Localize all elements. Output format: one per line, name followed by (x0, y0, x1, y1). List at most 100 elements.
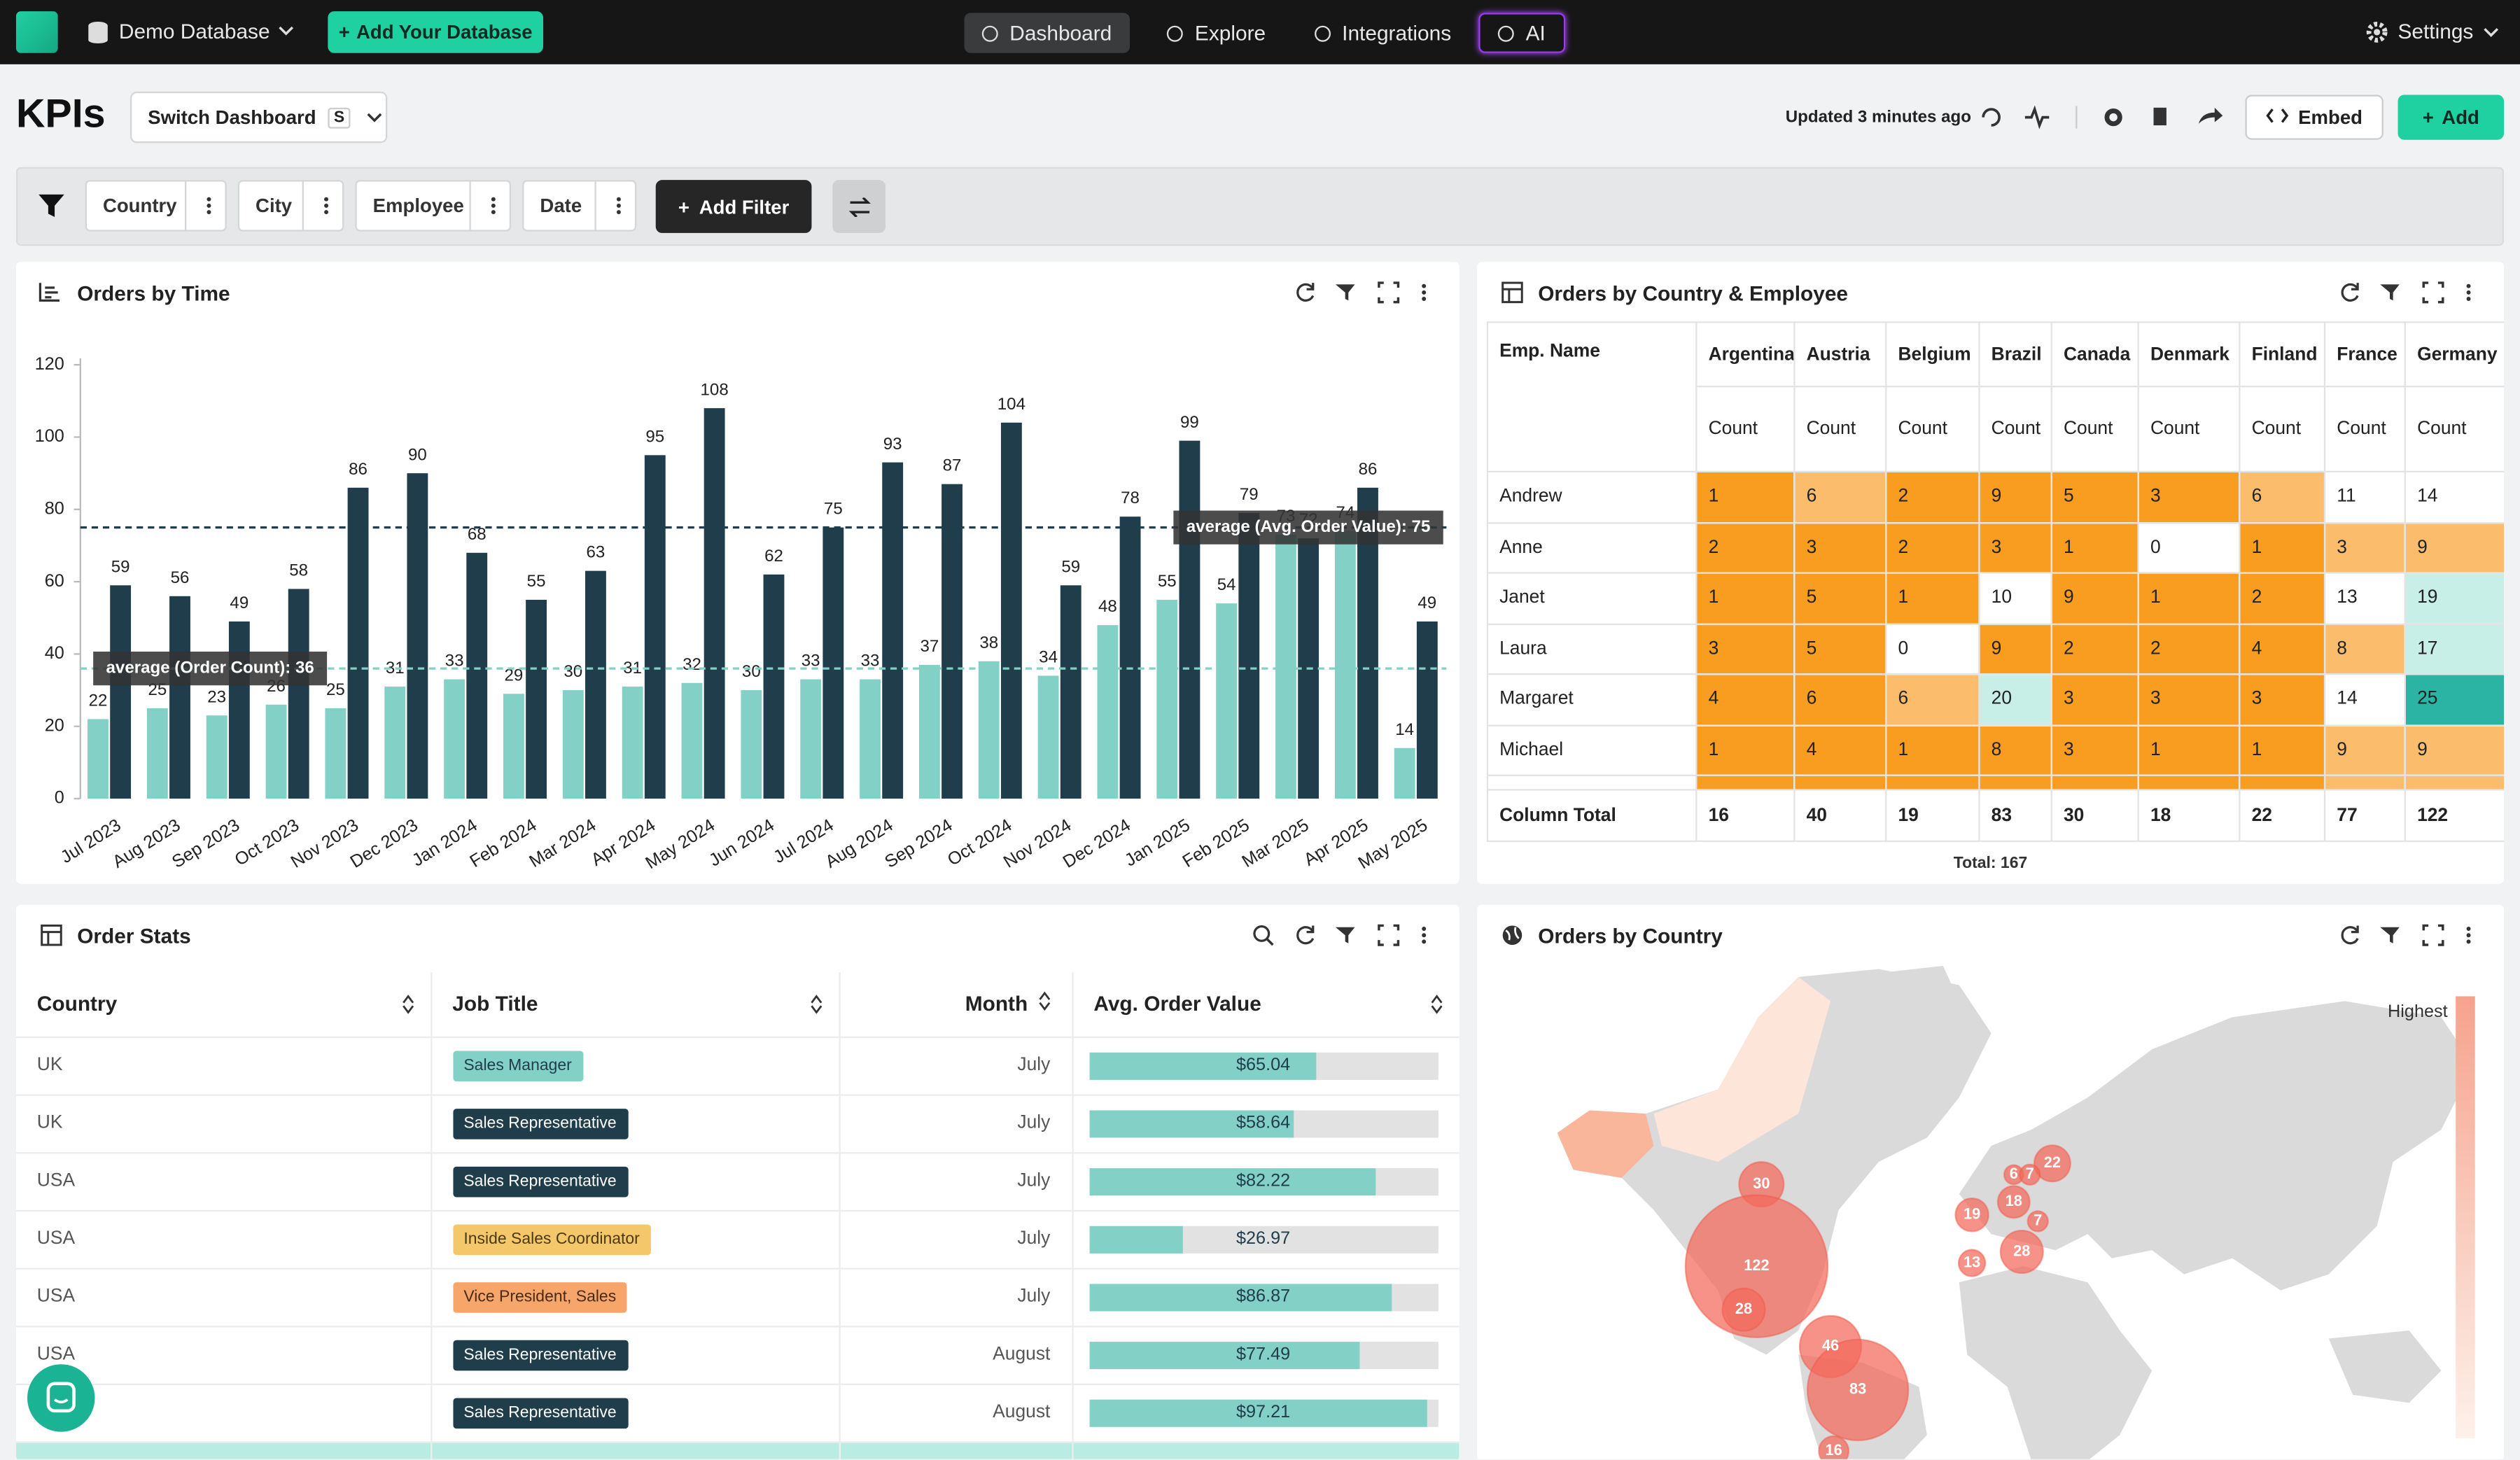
column-header: Belgium (1885, 321, 1980, 388)
search-icon[interactable] (1253, 925, 1270, 942)
column-header: Austria (1793, 321, 1887, 388)
filter-chip[interactable]: City (237, 180, 344, 232)
filter-chip[interactable]: Employee (355, 180, 512, 232)
table-icon (41, 924, 62, 946)
bubble[interactable] (1721, 1287, 1766, 1332)
fullscreen-icon[interactable] (1378, 924, 1400, 946)
refresh-icon[interactable] (2341, 283, 2359, 302)
measure-row: Count Count Count Count Count Count Count Count… (1488, 386, 2505, 473)
logo[interactable] (15, 11, 58, 53)
bubble[interactable] (2026, 1210, 2049, 1233)
nav-tab[interactable]: Explore (1156, 13, 1278, 52)
database-name[interactable]: Demo Database (118, 19, 270, 43)
dot (491, 197, 496, 202)
plus: + (338, 20, 350, 43)
filter-chip[interactable]: Country (85, 180, 227, 232)
refresh-icon[interactable] (1296, 283, 1315, 302)
value-cell: $26.97 (1072, 1209, 1460, 1269)
panel-tools (2341, 281, 2471, 304)
filter-chip[interactable]: Date (522, 180, 637, 232)
value-cell: $97.21 (1072, 1383, 1460, 1443)
fullscreen-icon[interactable] (2422, 924, 2444, 946)
data-label: 55 (1158, 572, 1177, 591)
gear-icon[interactable] (2104, 108, 2122, 127)
column-label: Job Title (452, 992, 538, 1016)
chat-launcher[interactable] (27, 1364, 95, 1432)
share-icon[interactable] (2198, 107, 2223, 124)
count-cell: 1 (1885, 724, 1980, 776)
add-button[interactable]: + Add (2398, 94, 2505, 140)
more-icon[interactable] (490, 196, 496, 216)
bar (1216, 603, 1238, 799)
swap-button[interactable] (832, 180, 886, 233)
count-cell: 9 (2404, 521, 2505, 574)
more-icon[interactable] (323, 196, 329, 216)
dot (491, 210, 496, 215)
fullscreen-icon[interactable] (1378, 281, 1400, 304)
column-header[interactable]: Month (839, 972, 1073, 1038)
column-header[interactable]: Job Title (430, 972, 840, 1038)
bubble[interactable] (1957, 1249, 1987, 1277)
bubble[interactable] (2033, 1144, 2071, 1183)
more-icon[interactable] (206, 196, 212, 216)
pulse-icon[interactable] (2024, 105, 2050, 129)
more-icon[interactable] (615, 196, 622, 216)
filter-label: Employee (372, 194, 464, 217)
bubble[interactable] (1999, 1229, 2044, 1275)
dot (616, 210, 621, 215)
panel-title: Orders by Country (1538, 924, 1723, 948)
file-icon[interactable] (2153, 107, 2166, 126)
refresh-icon[interactable] (1982, 108, 2001, 127)
bubble-label: 16 (1826, 1441, 1842, 1459)
sort-arrows (810, 995, 822, 1014)
filter-icon[interactable] (2380, 927, 2400, 943)
count-cell: 5 (1793, 572, 1887, 624)
count-cell: 25 (2404, 673, 2505, 726)
spacer-cell (2137, 774, 2241, 791)
count-cell: 4 (1793, 724, 1887, 776)
bar (1275, 534, 1296, 799)
bubble[interactable] (1818, 1435, 1850, 1459)
order-stats-table-wrap: Country Job Title Month Avg. Order Value UK S… (15, 972, 1460, 1459)
refresh-icon[interactable] (1296, 925, 1315, 945)
nav-tab[interactable]: Integrations (1300, 13, 1465, 52)
dashboard-title: KPIs (15, 91, 106, 137)
spacer-cell (2239, 774, 2326, 791)
dot (616, 203, 621, 208)
bubble[interactable] (1996, 1185, 2031, 1219)
column-header[interactable]: Avg. Order Value (1072, 972, 1460, 1038)
measure-header: Count (2239, 386, 2326, 473)
count-cell: 2 (1695, 521, 1795, 574)
fullscreen-icon[interactable] (2422, 281, 2444, 304)
data-label: 33 (802, 652, 820, 671)
settings[interactable]: Settings (2398, 19, 2474, 43)
add-filter-button[interactable]: + Add Filter (655, 180, 812, 233)
bar (288, 589, 309, 799)
refresh-icon[interactable] (2341, 925, 2359, 945)
bubble[interactable] (1684, 1194, 1829, 1338)
data-label: 56 (171, 568, 190, 587)
switch-dashboard[interactable]: Switch Dashboard S (130, 91, 388, 143)
bar (384, 686, 406, 799)
bubble[interactable] (2019, 1163, 2041, 1186)
bubble[interactable] (1954, 1197, 1989, 1233)
chip-divider (185, 181, 187, 232)
grand-total: Total: 167 (1953, 855, 2028, 873)
filter-icon[interactable] (2380, 284, 2400, 301)
bar (466, 552, 488, 799)
embed-button[interactable]: Embed (2245, 94, 2384, 140)
count-cell: 0 (2137, 521, 2241, 574)
value-label: $58.64 (1236, 1112, 1291, 1132)
bar (585, 570, 606, 799)
filter-icon[interactable] (1335, 284, 1355, 301)
column-header[interactable]: Country (15, 972, 432, 1038)
bubble-label: 30 (1753, 1174, 1770, 1192)
value-track: $26.97 (1088, 1225, 1438, 1253)
add-database-button[interactable]: + Add Your Database (328, 11, 544, 53)
filter-icon[interactable] (1335, 927, 1355, 943)
bubble[interactable] (1806, 1338, 1910, 1442)
nav-tab[interactable]: Dashboard (964, 13, 1130, 53)
nav-tab[interactable]: AI (1478, 13, 1566, 53)
bar (1119, 517, 1141, 799)
